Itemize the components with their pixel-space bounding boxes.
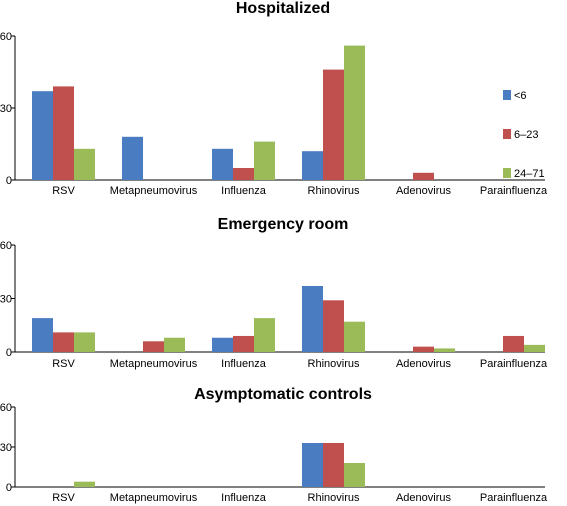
category-label: Rhinovirus bbox=[308, 492, 360, 504]
category-label: RSV bbox=[52, 492, 75, 504]
bar bbox=[323, 69, 344, 180]
legend-swatch bbox=[503, 90, 511, 100]
legend-label: 24–71 bbox=[514, 168, 545, 180]
panel-title: Hospitalized bbox=[236, 0, 330, 17]
legend-label: 6–23 bbox=[514, 129, 538, 141]
bar bbox=[164, 337, 185, 352]
bar bbox=[323, 300, 344, 352]
bar bbox=[53, 86, 74, 180]
legend-swatch bbox=[503, 129, 511, 139]
bar bbox=[344, 321, 365, 352]
category-label: RSV bbox=[52, 358, 75, 370]
bar bbox=[32, 91, 53, 180]
legend: <6 6–23 24–71 bbox=[503, 90, 545, 180]
panel-1: Hospitalized 0 30 60 RSV Metapneumovirus Influ… bbox=[0, 0, 548, 197]
category-label: Adenovirus bbox=[396, 492, 452, 504]
category-label: Parainfluenza bbox=[480, 492, 548, 504]
bar bbox=[53, 332, 74, 352]
bar bbox=[254, 318, 275, 352]
category-label: RSV bbox=[52, 185, 75, 197]
bar bbox=[74, 148, 95, 180]
category-label: Parainfluenza bbox=[480, 358, 548, 370]
bar bbox=[323, 443, 344, 487]
panel-title: Emergency room bbox=[218, 216, 349, 233]
bar bbox=[302, 286, 323, 352]
bar bbox=[233, 335, 254, 352]
bar bbox=[32, 318, 53, 352]
category-label: Adenovirus bbox=[396, 185, 452, 197]
category-label: Influenza bbox=[221, 185, 267, 197]
bar bbox=[434, 348, 455, 352]
y-tick-label: 0 bbox=[6, 347, 12, 359]
category-label: Rhinovirus bbox=[308, 185, 360, 197]
bar bbox=[344, 463, 365, 487]
category-label: Influenza bbox=[221, 492, 267, 504]
y-tick-label: 30 bbox=[0, 103, 12, 115]
category-label: Rhinovirus bbox=[308, 358, 360, 370]
category-label: Metapneumovirus bbox=[110, 492, 198, 504]
bar bbox=[212, 337, 233, 352]
bar bbox=[524, 344, 545, 352]
panel-2: Emergency room 0 30 60 RSV Metapneumovirus Inf… bbox=[0, 216, 548, 370]
bar bbox=[413, 346, 434, 352]
panel-title: Asymptomatic controls bbox=[194, 386, 372, 403]
category-label: Influenza bbox=[221, 358, 267, 370]
y-tick-label: 30 bbox=[0, 294, 12, 306]
legend-label: <6 bbox=[514, 90, 527, 102]
bar bbox=[143, 341, 164, 352]
bar bbox=[413, 172, 434, 180]
y-tick-label: 0 bbox=[6, 175, 12, 187]
bar bbox=[503, 335, 524, 352]
y-tick-label: 0 bbox=[6, 482, 12, 494]
category-label: Parainfluenza bbox=[480, 185, 548, 197]
bar bbox=[233, 168, 254, 180]
category-label: Metapneumovirus bbox=[110, 358, 198, 370]
bar bbox=[302, 151, 323, 180]
bar bbox=[212, 148, 233, 180]
bar bbox=[74, 481, 95, 487]
category-label: Metapneumovirus bbox=[110, 185, 198, 197]
y-tick-label: 60 bbox=[0, 402, 12, 414]
bar bbox=[302, 443, 323, 487]
legend-swatch bbox=[503, 168, 511, 178]
category-label: Adenovirus bbox=[396, 358, 452, 370]
panel-3: Asymptomatic controls 0 30 60 RSV Metapneumov… bbox=[0, 386, 548, 504]
y-tick-label: 30 bbox=[0, 442, 12, 454]
y-tick-label: 60 bbox=[0, 31, 12, 43]
y-tick-label: 60 bbox=[0, 240, 12, 252]
bar bbox=[74, 332, 95, 352]
bar bbox=[344, 45, 365, 180]
bar bbox=[122, 136, 143, 180]
bar bbox=[254, 141, 275, 180]
